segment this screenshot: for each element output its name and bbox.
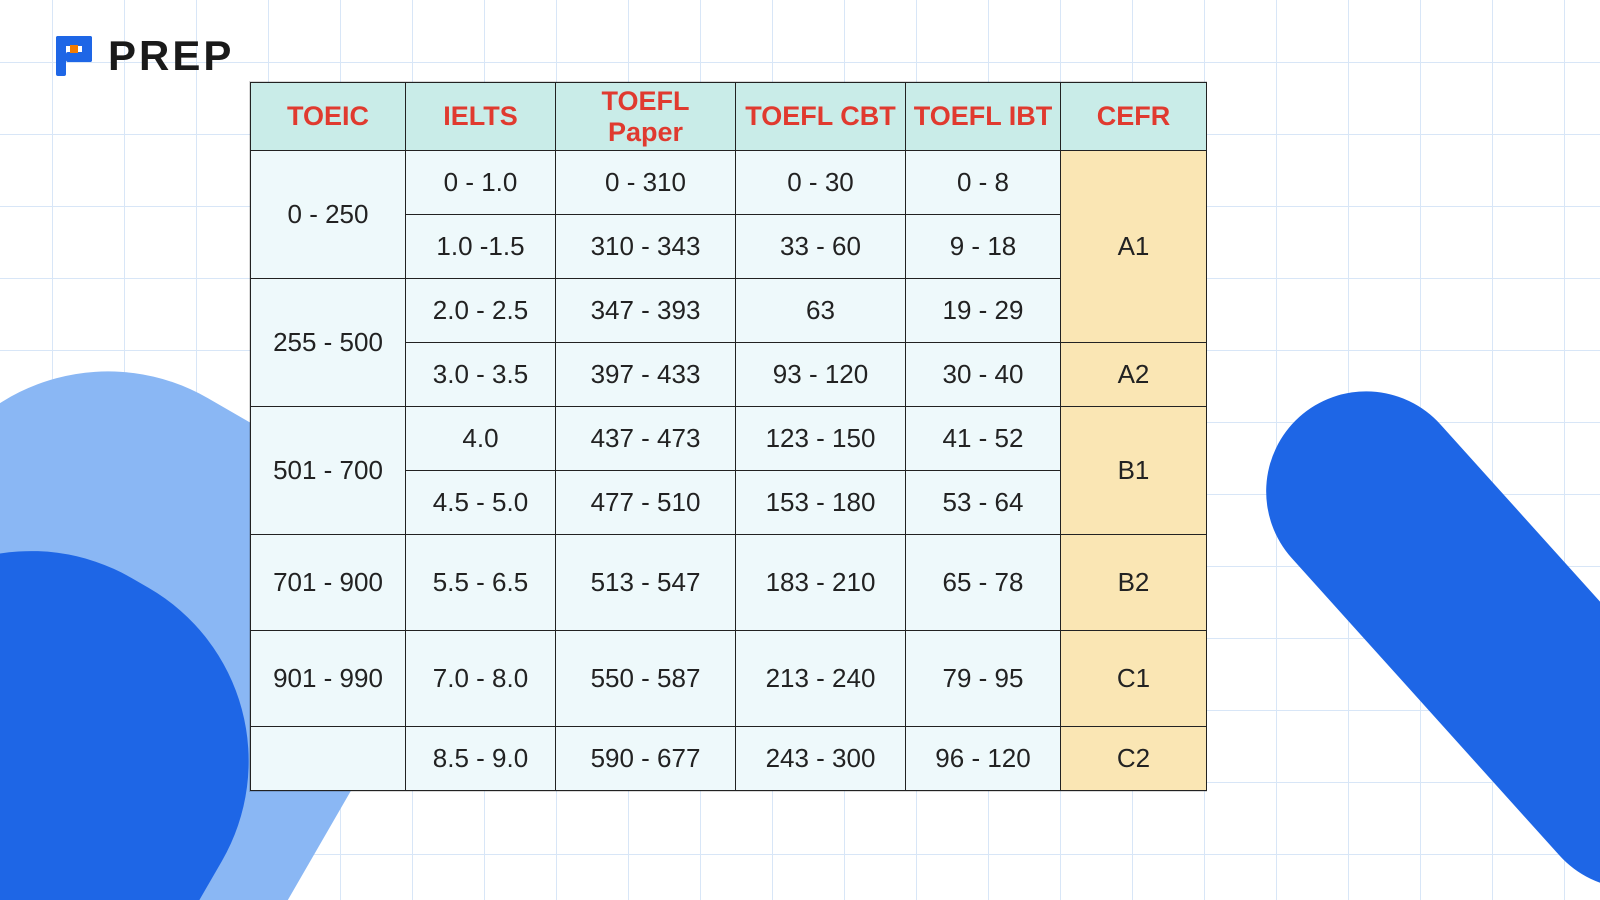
cell-cefr: A1 [1061,151,1207,343]
cell-cbt: 243 - 300 [736,727,906,791]
cell-paper: 590 - 677 [556,727,736,791]
cell-cbt: 153 - 180 [736,471,906,535]
cell-paper: 310 - 343 [556,215,736,279]
col-header-ielts: IELTS [406,83,556,151]
table-row: 8.5 - 9.0590 - 677243 - 30096 - 120C2 [251,727,1207,791]
cell-paper: 437 - 473 [556,407,736,471]
table-row: 501 - 7004.0437 - 473123 - 15041 - 52B1 [251,407,1207,471]
conversion-table: TOEIC IELTS TOEFL Paper TOEFL CBT TOEFL … [250,82,1207,791]
cell-ibt: 96 - 120 [906,727,1061,791]
table-row: 901 - 9907.0 - 8.0550 - 587213 - 24079 -… [251,631,1207,727]
table-row: 0 - 2500 - 1.00 - 3100 - 300 - 8A1 [251,151,1207,215]
cell-ielts: 4.0 [406,407,556,471]
cell-paper: 397 - 433 [556,343,736,407]
cell-toeic: 255 - 500 [251,279,406,407]
cell-ibt: 30 - 40 [906,343,1061,407]
cell-toeic: 901 - 990 [251,631,406,727]
cell-toeic: 701 - 900 [251,535,406,631]
cell-ibt: 9 - 18 [906,215,1061,279]
table-row: 701 - 9005.5 - 6.5513 - 547183 - 21065 -… [251,535,1207,631]
cell-cbt: 183 - 210 [736,535,906,631]
cell-cefr: C2 [1061,727,1207,791]
cell-ibt: 53 - 64 [906,471,1061,535]
brand-name: PREP [108,32,234,80]
cell-ielts: 5.5 - 6.5 [406,535,556,631]
cell-cbt: 93 - 120 [736,343,906,407]
cell-cefr: A2 [1061,343,1207,407]
cell-ibt: 65 - 78 [906,535,1061,631]
cell-cbt: 63 [736,279,906,343]
cell-ielts: 2.0 - 2.5 [406,279,556,343]
cell-paper: 513 - 547 [556,535,736,631]
cell-ibt: 79 - 95 [906,631,1061,727]
brand-logo: PREP [50,32,234,80]
cell-ielts: 3.0 - 3.5 [406,343,556,407]
cell-cefr: C1 [1061,631,1207,727]
col-header-ibt: TOEFL IBT [906,83,1061,151]
cell-cbt: 213 - 240 [736,631,906,727]
table-body: 0 - 2500 - 1.00 - 3100 - 300 - 8A11.0 -1… [251,151,1207,791]
prep-logo-icon [50,32,98,80]
cell-cbt: 33 - 60 [736,215,906,279]
cell-paper: 550 - 587 [556,631,736,727]
cell-ielts: 1.0 -1.5 [406,215,556,279]
score-conversion-table: TOEIC IELTS TOEFL Paper TOEFL CBT TOEFL … [250,82,1206,791]
table-header-row: TOEIC IELTS TOEFL Paper TOEFL CBT TOEFL … [251,83,1207,151]
cell-cefr: B2 [1061,535,1207,631]
cell-paper: 0 - 310 [556,151,736,215]
cell-ielts: 0 - 1.0 [406,151,556,215]
col-header-toeic: TOEIC [251,83,406,151]
cell-ibt: 41 - 52 [906,407,1061,471]
col-header-paper: TOEFL Paper [556,83,736,151]
cell-cbt: 0 - 30 [736,151,906,215]
cell-ibt: 0 - 8 [906,151,1061,215]
cell-toeic: 0 - 250 [251,151,406,279]
cell-ibt: 19 - 29 [906,279,1061,343]
cell-cefr: B1 [1061,407,1207,535]
cell-paper: 347 - 393 [556,279,736,343]
cell-ielts: 4.5 - 5.0 [406,471,556,535]
cell-cbt: 123 - 150 [736,407,906,471]
col-header-cbt: TOEFL CBT [736,83,906,151]
cell-ielts: 7.0 - 8.0 [406,631,556,727]
cell-ielts: 8.5 - 9.0 [406,727,556,791]
cell-toeic: 501 - 700 [251,407,406,535]
cell-toeic [251,727,406,791]
col-header-cefr: CEFR [1061,83,1207,151]
cell-paper: 477 - 510 [556,471,736,535]
